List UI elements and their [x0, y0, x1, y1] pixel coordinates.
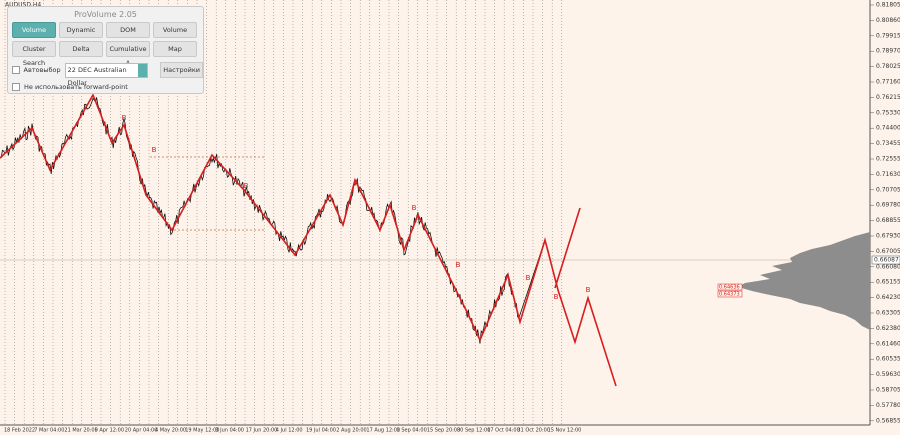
level-tag [717, 290, 743, 298]
price-label: 0.59630 [876, 371, 900, 378]
price-label: 0.57780 [876, 402, 900, 409]
price-label: 0.79915 [876, 32, 900, 39]
time-label: 4 May 20:00 [155, 428, 186, 434]
price-label: 0.69780 [876, 202, 900, 209]
price-label: 0.60535 [876, 356, 900, 363]
price-label: 0.75330 [876, 109, 900, 116]
price-label: 0.67005 [876, 248, 900, 255]
price-label: 0.74400 [876, 125, 900, 132]
auto-select-label[interactable]: Автовыбор [23, 66, 61, 74]
forward-point-label[interactable]: Не использовать forward-point [24, 83, 128, 91]
wave-label: B [152, 146, 157, 154]
button-grid: Volume ProfileDynamic POCDOMVolume Cluste… [12, 22, 203, 67]
time-label: 19 Jul 04:00 [306, 428, 336, 434]
tool-button[interactable]: Cumulative Δ [106, 41, 150, 67]
price-label: 0.56855 [876, 417, 900, 424]
time-label: 5 Apr 12:00 [95, 428, 124, 434]
time-label: 15 Nov 12:00 [548, 428, 582, 434]
checkbox[interactable] [12, 66, 20, 74]
provolume-panel: ProVolume 2.05 Volume ProfileDynamic POC… [7, 6, 204, 94]
tool-button[interactable]: Dynamic POC [59, 22, 103, 48]
zigzag [0, 93, 617, 387]
price-label: 0.78970 [876, 48, 900, 55]
time-label: 19 May 12:00 [185, 428, 219, 434]
price-label: 0.67930 [876, 233, 900, 240]
time-label: 30 Sep 12:00 [457, 428, 490, 434]
forward-row: Не использовать forward-point [12, 83, 203, 91]
settings-button[interactable]: Настройки [160, 62, 203, 78]
price-label: 0.61460 [876, 340, 900, 347]
price-label: 0.71630 [876, 171, 900, 178]
time-label: 21 Mar 20:00 [64, 428, 97, 434]
time-label: 17 Jun 20:00 [246, 428, 278, 434]
price-label: 0.80860 [876, 17, 900, 24]
level-label: 0.64636 [719, 285, 740, 291]
level-tag [717, 283, 743, 291]
wave-label: B [526, 274, 531, 282]
time-label: 4 Jul 12:00 [276, 428, 303, 434]
current-price-box [871, 255, 900, 265]
level-label: 0.64373 [719, 292, 740, 298]
symbol-label: AUDUSD,H4 [5, 2, 41, 9]
time-label: 1 Sep 04:00 [397, 428, 427, 434]
wave-label: B [554, 293, 559, 301]
wave-label: B [456, 261, 461, 269]
price-label: 0.70705 [876, 186, 900, 193]
tool-button[interactable]: Cluster Search [12, 41, 56, 67]
time-label: 17 Oct 04:00 [487, 428, 520, 434]
projection [554, 207, 581, 289]
price-label: 0.76215 [876, 94, 900, 101]
current-price: 0.66087 [874, 257, 899, 264]
time-label: 15 Sep 20:00 [427, 428, 460, 434]
instrument-row: Автовыбор 22 DEC Australian Dollar Настр… [12, 62, 203, 87]
time-label: 18 Feb 2022 [4, 428, 35, 434]
price-label: 0.78025 [876, 63, 900, 70]
time-label: 3 Jun 04:00 [215, 428, 244, 434]
time-label: 20 Apr 04:00 [125, 428, 158, 434]
price-label: 0.72555 [876, 156, 900, 163]
price-label: 0.73455 [876, 140, 900, 147]
price-label: 0.63305 [876, 310, 900, 317]
tool-button[interactable]: Map [153, 41, 197, 57]
tool-button[interactable]: Volume [153, 22, 197, 38]
price-label: 0.64230 [876, 294, 900, 301]
time-label: 7 Mar 04:00 [34, 428, 64, 434]
wave-label: B [122, 114, 127, 122]
tool-button[interactable]: Delta [59, 41, 103, 57]
price-label: 0.65155 [876, 279, 900, 286]
tool-button[interactable]: Volume Profile [12, 22, 56, 48]
time-label: 2 Aug 20:00 [336, 428, 367, 434]
time-label: 31 Oct 20:00 [517, 428, 550, 434]
price-label: 0.66080 [876, 263, 900, 270]
checkbox[interactable] [12, 83, 20, 91]
price-label: 0.81805 [876, 2, 900, 9]
wave-label: B [244, 182, 249, 190]
price-label: 0.58705 [876, 387, 900, 394]
volume-profile [738, 232, 870, 330]
instrument-select[interactable]: 22 DEC Australian Dollar [64, 62, 149, 87]
wave-label: B [412, 204, 417, 212]
wave-label: B [586, 286, 591, 294]
price-label: 0.77160 [876, 79, 900, 86]
price-label: 0.62380 [876, 325, 900, 332]
tool-button[interactable]: DOM [106, 22, 150, 38]
panel-title: ProVolume 2.05 [74, 10, 137, 19]
price-label: 0.68855 [876, 217, 900, 224]
time-label: 17 Aug 12:00 [366, 428, 400, 434]
